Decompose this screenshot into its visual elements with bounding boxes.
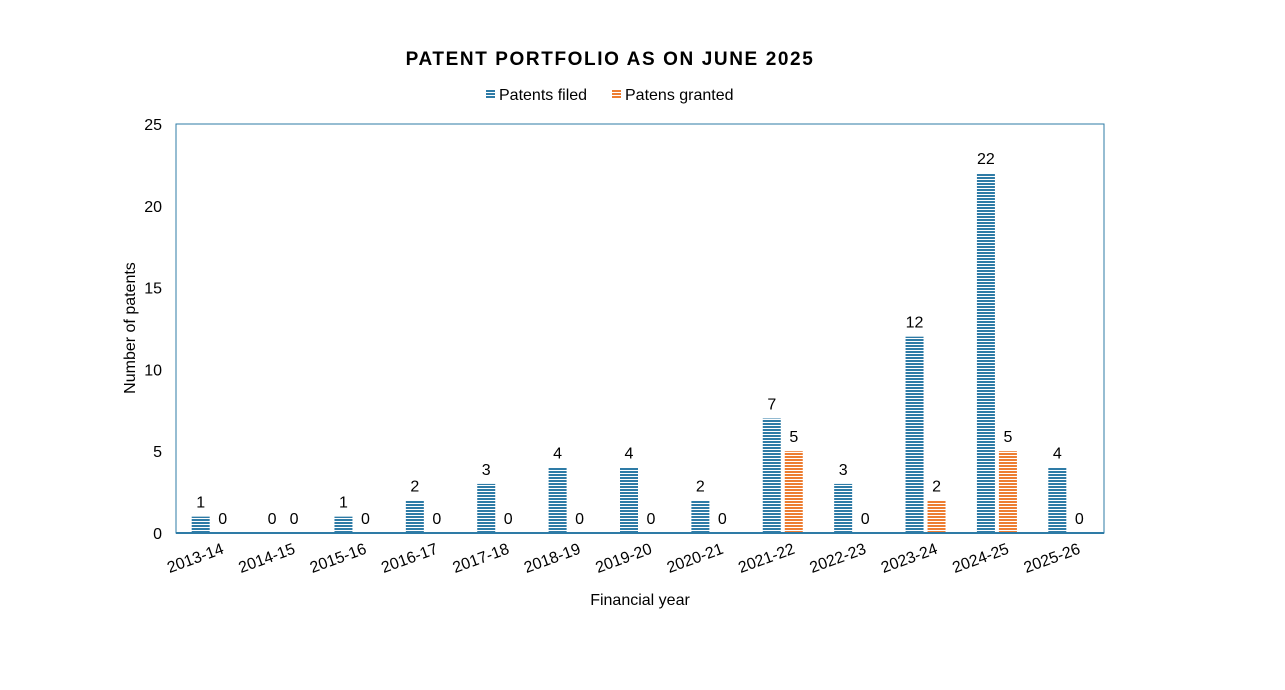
bar-filed-2016-17 bbox=[405, 500, 424, 533]
data-label-filed-2021-22: 7 bbox=[767, 396, 776, 413]
data-label-granted-2018-19: 0 bbox=[575, 511, 584, 528]
plot-area bbox=[175, 123, 1105, 534]
bar-filed-2021-22 bbox=[762, 418, 781, 533]
y-tick-label: 25 bbox=[144, 117, 162, 134]
legend-swatch-granted bbox=[612, 89, 621, 99]
bar-granted-2023-24 bbox=[927, 500, 946, 533]
data-label-granted-2020-21: 0 bbox=[718, 511, 727, 528]
x-tick-label: 2024-25 bbox=[950, 541, 1011, 577]
bar-filed-2019-20 bbox=[620, 467, 638, 533]
y-axis-label: Number of patents bbox=[122, 262, 139, 394]
data-label-filed-2022-23: 3 bbox=[839, 462, 848, 479]
data-label-filed-2023-24: 12 bbox=[906, 315, 924, 332]
x-tick-label: 2017-18 bbox=[451, 541, 512, 577]
chart-title: PATENT PORTFOLIO AS ON JUNE 2025 bbox=[406, 49, 815, 70]
bar-granted-2024-25 bbox=[998, 451, 1017, 533]
data-label-filed-2020-21: 2 bbox=[696, 478, 705, 495]
data-label-granted-2019-20: 0 bbox=[647, 511, 656, 528]
data-label-filed-2018-19: 4 bbox=[553, 446, 562, 463]
y-tick-label: 0 bbox=[153, 526, 162, 543]
data-label-granted-2015-16: 0 bbox=[361, 511, 370, 528]
data-label-filed-2025-26: 4 bbox=[1053, 446, 1062, 463]
x-tick-label: 2014-15 bbox=[236, 541, 297, 577]
y-tick-label: 20 bbox=[144, 199, 162, 216]
bar-filed-2015-16 bbox=[334, 516, 353, 533]
x-tick-label: 2019-20 bbox=[593, 541, 654, 577]
x-tick-label: 2021-22 bbox=[736, 541, 797, 577]
data-label-filed-2013-14: 1 bbox=[196, 495, 205, 512]
data-label-filed-2014-15: 0 bbox=[268, 511, 277, 528]
data-label-granted-2024-25: 5 bbox=[1003, 429, 1012, 446]
x-tick-label: 2022-23 bbox=[808, 541, 869, 577]
bar-filed-2017-18 bbox=[477, 483, 496, 533]
bar-filed-2013-14 bbox=[191, 516, 210, 533]
y-axis-ticks: 0 5 10 15 20 25 bbox=[144, 117, 162, 543]
x-tick-label: 2023-24 bbox=[879, 541, 940, 577]
data-label-granted-2016-17: 0 bbox=[432, 511, 441, 528]
x-tick-label: 2020-21 bbox=[665, 541, 726, 577]
x-axis-ticks: 2013-14 2014-15 2015-16 2016-17 2017-18 2018-… bbox=[165, 541, 1083, 577]
bar-filed-2022-23 bbox=[834, 483, 853, 533]
legend: Patents filed Patens granted bbox=[486, 87, 734, 104]
bar-filed-2020-21 bbox=[691, 500, 710, 533]
data-label-filed-2024-25: 22 bbox=[977, 151, 995, 168]
data-label-filed-2015-16: 1 bbox=[339, 495, 348, 512]
bar-filed-2018-19 bbox=[548, 467, 567, 533]
data-label-granted-2013-14: 0 bbox=[218, 511, 227, 528]
legend-swatch-filed bbox=[486, 89, 495, 99]
x-tick-label: 2016-17 bbox=[379, 541, 440, 577]
bar-filed-2025-26 bbox=[1048, 467, 1067, 533]
bars bbox=[191, 173, 1067, 533]
data-label-granted-2022-23: 0 bbox=[861, 511, 870, 528]
y-tick-label: 15 bbox=[144, 281, 162, 298]
legend-label-granted: Patens granted bbox=[625, 87, 734, 104]
x-tick-label: 2018-19 bbox=[522, 541, 583, 577]
x-tick-label: 2025-26 bbox=[1022, 541, 1083, 577]
data-label-granted-2025-26: 0 bbox=[1075, 511, 1084, 528]
bar-granted-2021-22 bbox=[784, 451, 803, 533]
data-label-granted-2023-24: 2 bbox=[932, 478, 941, 495]
data-label-granted-2017-18: 0 bbox=[504, 511, 513, 528]
bar-filed-2023-24 bbox=[905, 336, 924, 533]
x-tick-label: 2015-16 bbox=[308, 541, 369, 577]
data-label-filed-2019-20: 4 bbox=[625, 446, 634, 463]
data-label-filed-2016-17: 2 bbox=[410, 478, 419, 495]
x-tick-label: 2013-14 bbox=[165, 541, 226, 577]
x-axis-label: Financial year bbox=[590, 592, 690, 609]
data-label-granted-2014-15: 0 bbox=[290, 511, 299, 528]
data-label-granted-2021-22: 5 bbox=[789, 429, 798, 446]
legend-label-filed: Patents filed bbox=[499, 87, 587, 104]
bar-filed-2024-25 bbox=[976, 173, 995, 533]
y-tick-label: 10 bbox=[144, 362, 162, 379]
data-label-filed-2017-18: 3 bbox=[482, 462, 491, 479]
y-tick-label: 5 bbox=[153, 444, 162, 461]
